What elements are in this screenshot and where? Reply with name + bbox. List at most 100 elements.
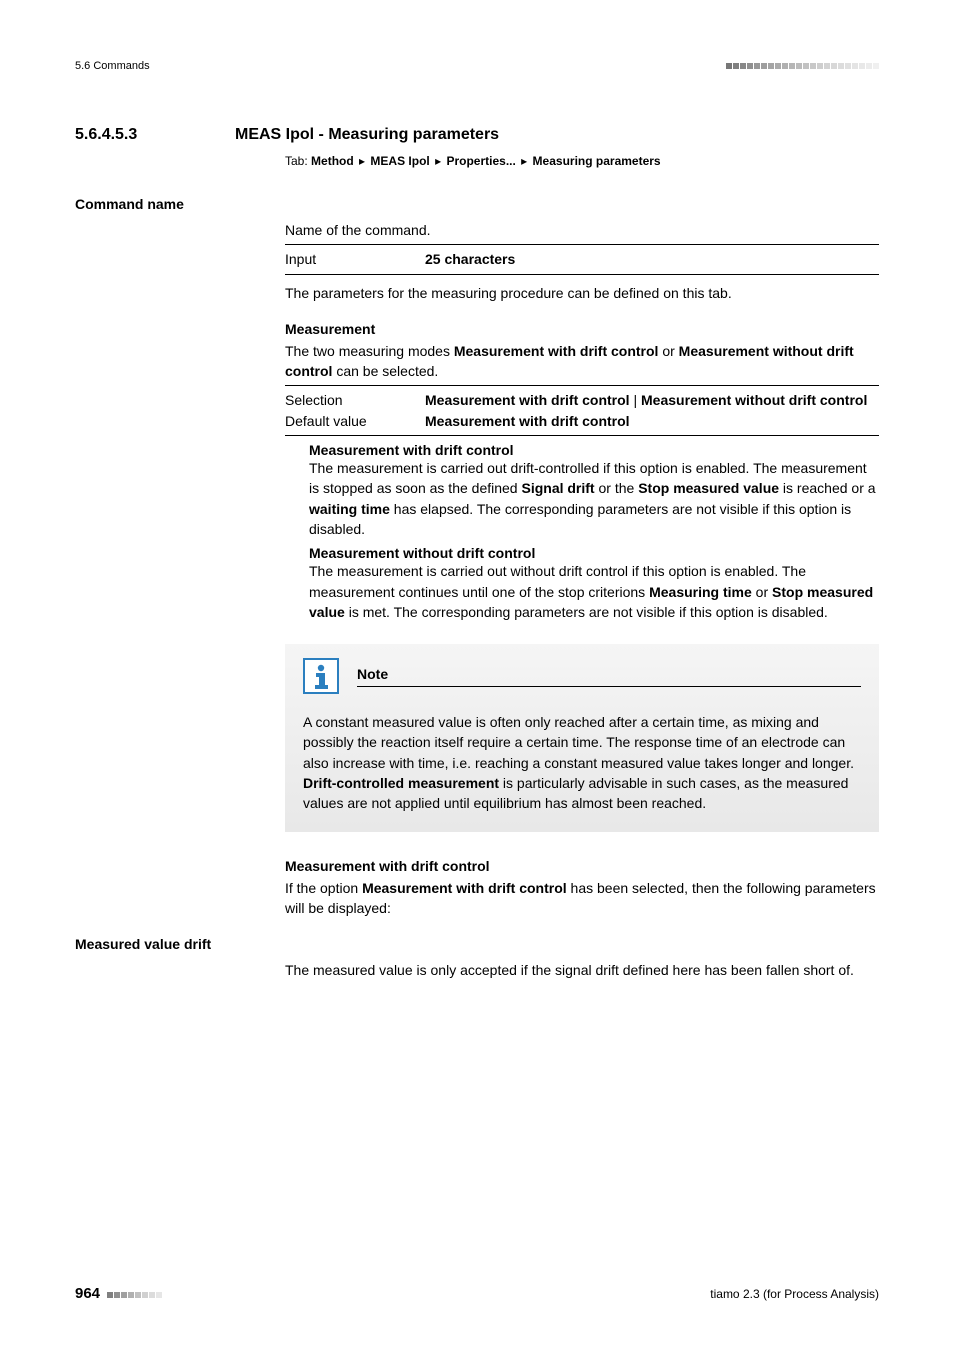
decor-square [796, 63, 802, 69]
tab-breadcrumb: Tab: Method ▸ MEAS Ipol ▸ Properties... … [285, 154, 879, 168]
footer-product: tiamo 2.3 (for Process Analysis) [710, 1287, 879, 1301]
selection-opt1: Measurement with drift control [425, 392, 630, 408]
page-header: 5.6 Commands [75, 60, 879, 72]
decor-square [810, 63, 816, 69]
input-label: Input [285, 249, 425, 269]
drift-t1: If the option [285, 880, 362, 896]
option-1-label: Measurement with drift control [309, 442, 879, 458]
page-footer: 964 tiamo 2.3 (for Process Analysis) [75, 1285, 879, 1302]
opt2-t3: is met. The corresponding parameters are… [345, 604, 828, 620]
opt1-b2: Stop measured value [638, 480, 779, 496]
meas-mode1: Measurement with drift control [454, 343, 659, 359]
divider [285, 385, 879, 386]
decor-square [824, 63, 830, 69]
measurement-intro: The two measuring modes Measurement with… [285, 341, 879, 382]
decor-square [128, 1292, 134, 1298]
header-decor-squares [725, 63, 879, 69]
tab-path-1: MEAS Ipol [370, 154, 429, 168]
drift-heading: Measurement with drift control [285, 858, 879, 874]
header-section-ref: 5.6 Commands [75, 60, 150, 72]
section-title: MEAS Ipol - Measuring parameters [235, 126, 499, 144]
note-t1: A constant measured value is often only … [303, 714, 854, 771]
option-1-block: Measurement with drift control The measu… [309, 442, 879, 539]
decor-square [789, 63, 795, 69]
decor-square [142, 1292, 148, 1298]
option-2-label: Measurement without drift control [309, 545, 879, 561]
decor-square [156, 1292, 162, 1298]
divider [285, 435, 879, 436]
drift-intro: If the option Measurement with drift con… [285, 878, 879, 919]
decor-square [831, 63, 837, 69]
decor-square [149, 1292, 155, 1298]
section-number: 5.6.4.5.3 [75, 126, 235, 144]
info-icon [303, 658, 339, 694]
decor-square [740, 63, 746, 69]
selection-opt2: Measurement without drift control [641, 392, 867, 408]
opt1-b3: waiting time [309, 501, 390, 517]
note-header: Note [303, 658, 861, 694]
decor-square [761, 63, 767, 69]
page-number: 964 [75, 1285, 100, 1302]
command-name-after: The parameters for the measuring procedu… [285, 283, 879, 303]
divider [285, 274, 879, 275]
measured-value-drift-desc: The measured value is only accepted if t… [285, 960, 879, 980]
option-2-text: The measurement is carried out without d… [309, 561, 879, 622]
opt2-t2: or [752, 584, 772, 600]
input-value: 25 characters [425, 249, 879, 269]
decor-square [782, 63, 788, 69]
opt1-t4: has elapsed. The corresponding parameter… [309, 501, 851, 537]
opt1-t3: is reached or a [779, 480, 876, 496]
tab-path-0: Method [311, 154, 354, 168]
tab-prefix: Tab: [285, 154, 308, 168]
decor-square [775, 63, 781, 69]
decor-square [803, 63, 809, 69]
opt1-b1: Signal drift [521, 480, 594, 496]
decor-square [135, 1292, 141, 1298]
decor-square [817, 63, 823, 69]
selection-label: Selection [285, 390, 425, 410]
default-value: Measurement with drift control [425, 411, 879, 431]
option-1-text: The measurement is carried out drift-con… [309, 458, 879, 539]
decor-square [873, 63, 879, 69]
section-heading: 5.6.4.5.3 MEAS Ipol - Measuring paramete… [75, 126, 879, 144]
decor-square [852, 63, 858, 69]
meas-intro-post: can be selected. [332, 363, 438, 379]
selection-value: Measurement with drift control | Measure… [425, 390, 879, 410]
decor-square [747, 63, 753, 69]
measurement-heading: Measurement [285, 321, 879, 337]
breadcrumb-arrow-icon: ▸ [521, 154, 527, 168]
decor-square [768, 63, 774, 69]
opt1-t2: or the [595, 480, 639, 496]
footer-decor-squares [106, 1285, 162, 1302]
breadcrumb-arrow-icon: ▸ [359, 154, 365, 168]
decor-square [754, 63, 760, 69]
decor-square [733, 63, 739, 69]
page-number-block: 964 [75, 1285, 162, 1302]
measured-value-drift-label: Measured value drift [75, 936, 879, 952]
tab-path-3: Measuring parameters [533, 154, 661, 168]
tab-path-2: Properties... [446, 154, 515, 168]
selection-sep: | [630, 392, 641, 408]
decor-square [845, 63, 851, 69]
meas-intro-pre: The two measuring modes [285, 343, 454, 359]
note-b1: Drift-controlled measurement [303, 775, 499, 791]
meas-intro-mid: or [658, 343, 678, 359]
command-name-label: Command name [75, 196, 879, 212]
note-box: Note A constant measured value is often … [285, 644, 879, 831]
decor-square [726, 63, 732, 69]
decor-square [107, 1292, 113, 1298]
divider [285, 244, 879, 245]
note-title: Note [357, 664, 388, 682]
default-label: Default value [285, 411, 425, 431]
decor-square [114, 1292, 120, 1298]
breadcrumb-arrow-icon: ▸ [435, 154, 441, 168]
opt2-b1: Measuring time [649, 584, 752, 600]
option-2-block: Measurement without drift control The me… [309, 545, 879, 622]
note-body: A constant measured value is often only … [303, 712, 861, 813]
decor-square [838, 63, 844, 69]
decor-square [121, 1292, 127, 1298]
decor-square [859, 63, 865, 69]
drift-b1: Measurement with drift control [362, 880, 567, 896]
command-name-desc: Name of the command. [285, 220, 879, 240]
decor-square [866, 63, 872, 69]
